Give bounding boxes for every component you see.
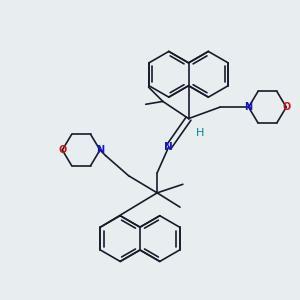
Text: N: N (164, 142, 173, 152)
Text: N: N (96, 145, 104, 155)
Text: H: H (196, 128, 204, 138)
Text: O: O (58, 145, 66, 155)
Text: N: N (244, 102, 253, 112)
Text: O: O (282, 102, 290, 112)
